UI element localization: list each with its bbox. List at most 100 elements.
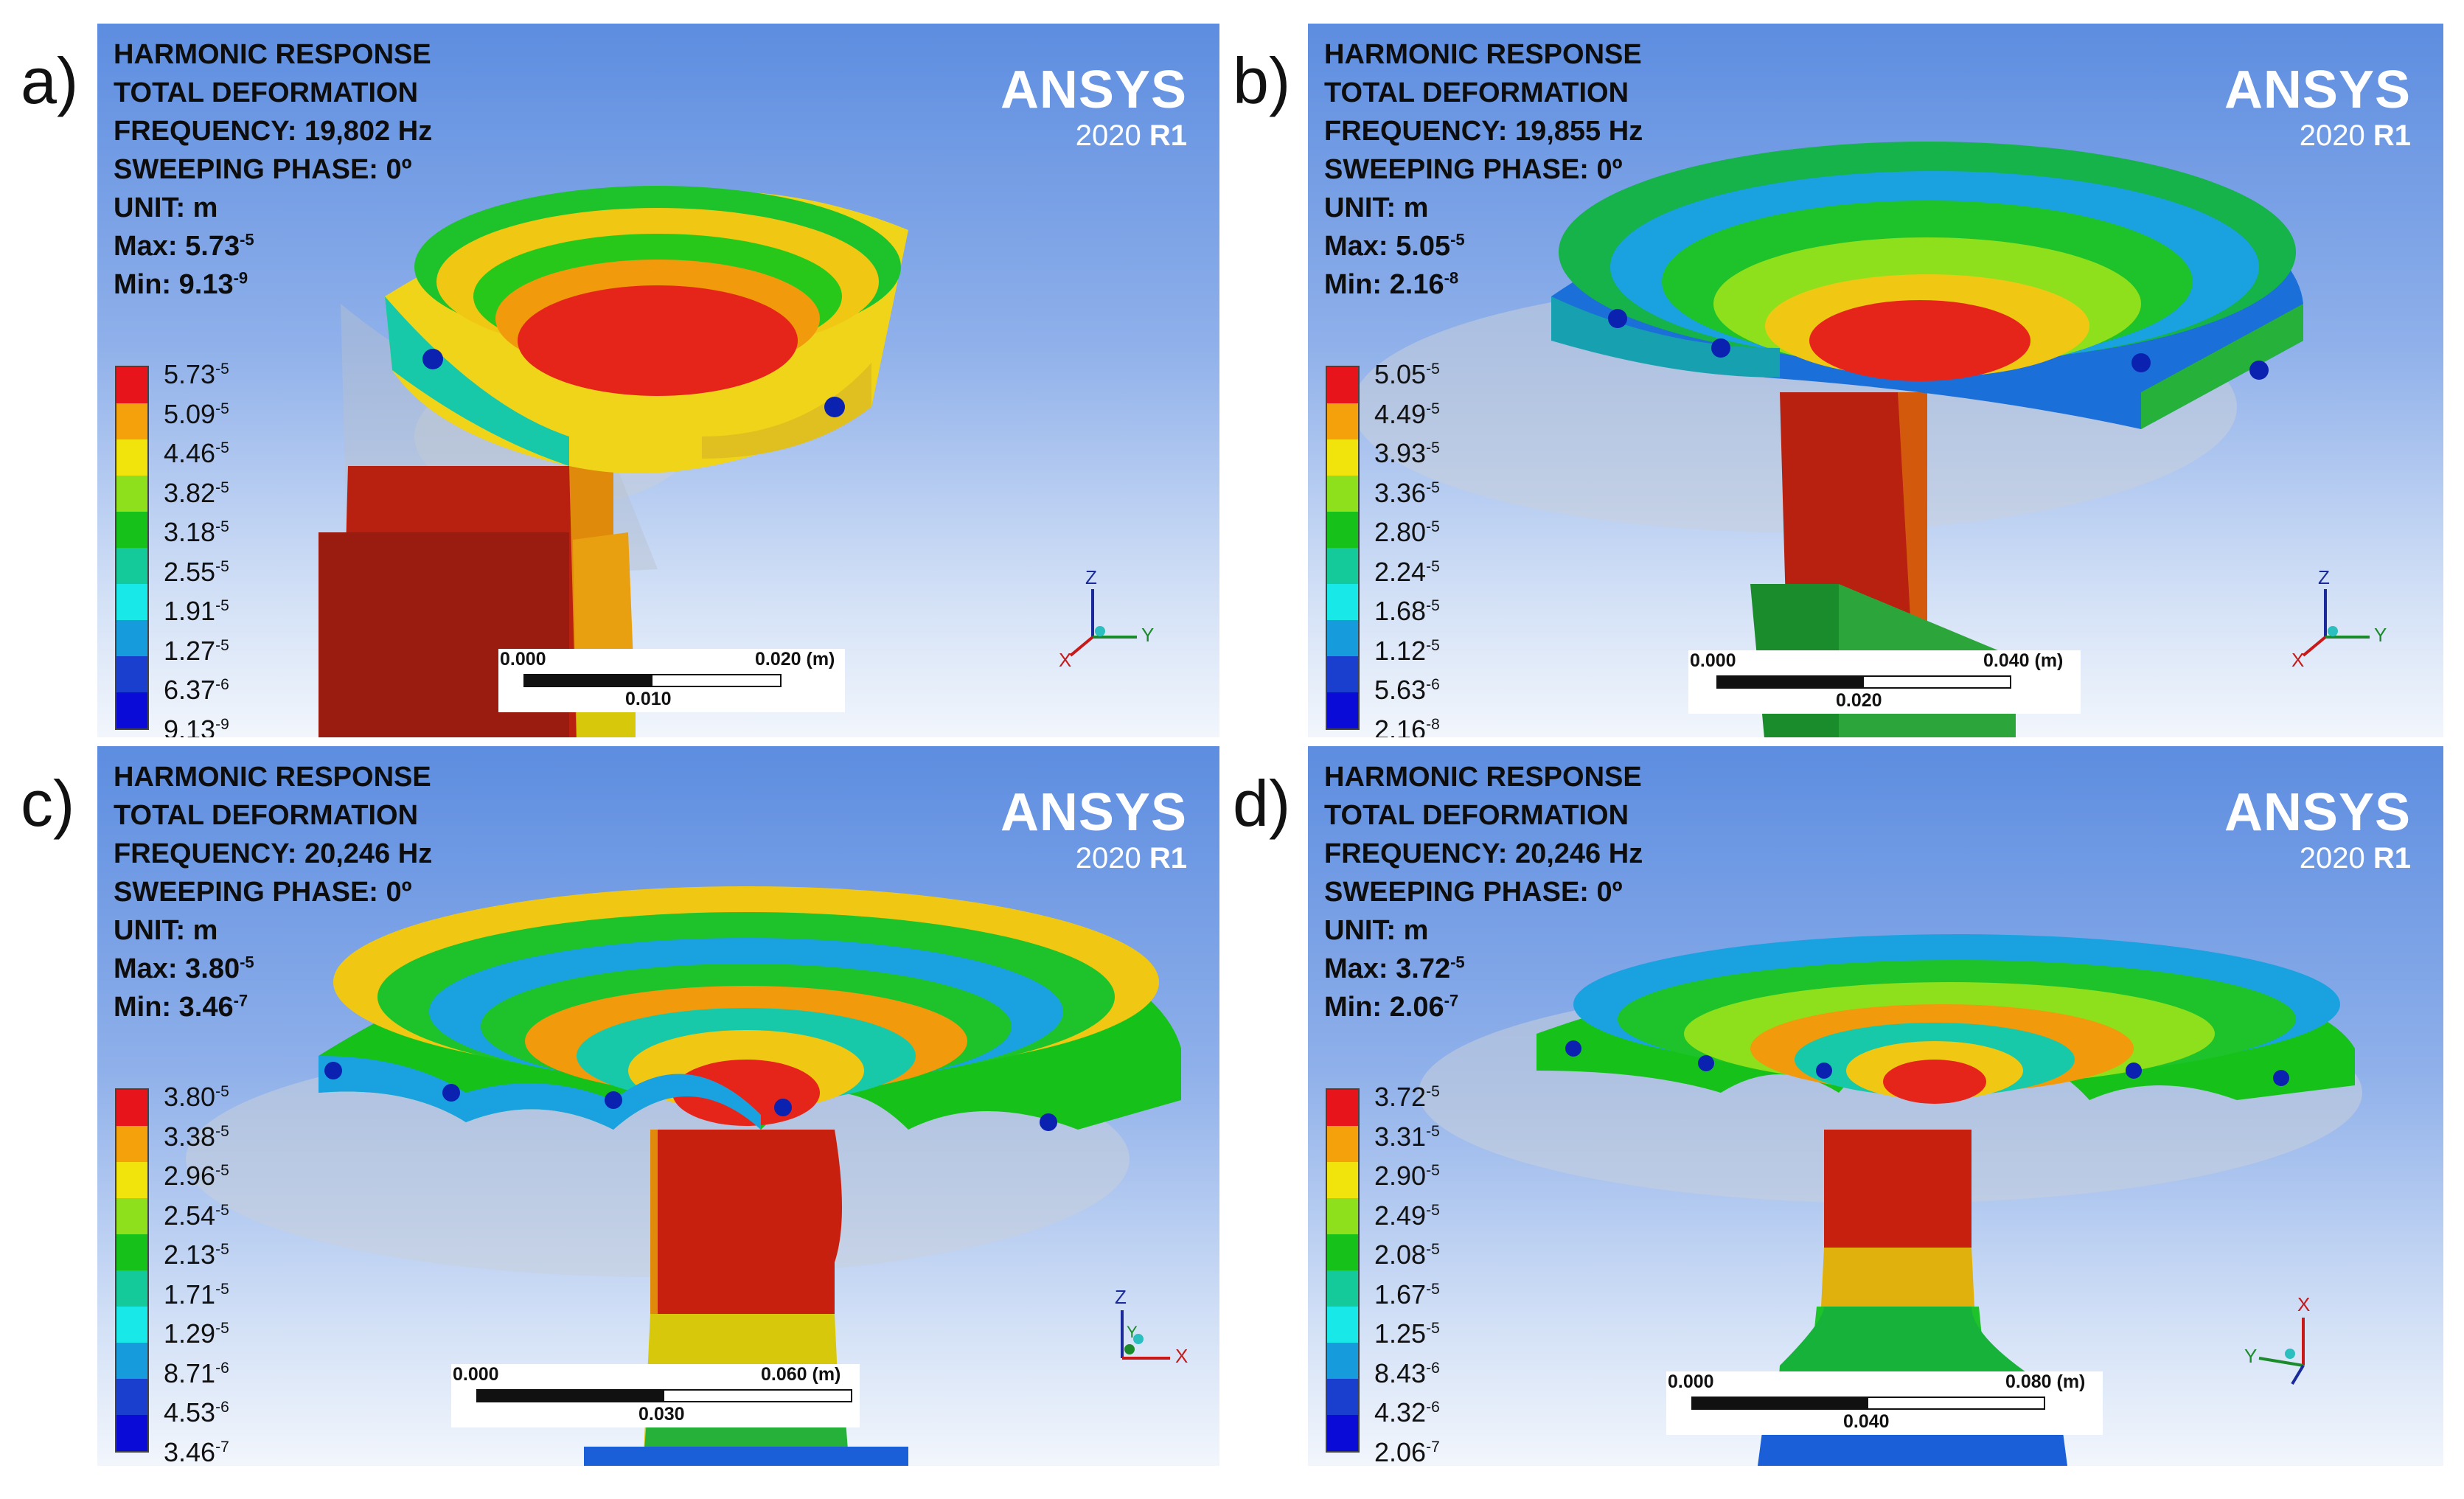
legend-value: 5.09-5 <box>164 398 229 429</box>
panel-label-b: b) <box>1233 44 1291 117</box>
legend-value: 8.71-6 <box>164 1357 229 1388</box>
legend-swatch <box>1327 1379 1358 1415</box>
model-render <box>186 886 1181 1466</box>
legend-value: 4.46-5 <box>164 438 229 468</box>
legend-swatch <box>116 1234 147 1270</box>
triad-right-label: X <box>1175 1345 1188 1367</box>
legend-swatch <box>1327 656 1358 692</box>
legend-value: 2.16-8 <box>1374 714 1440 737</box>
min-text: Min: 3.46-7 <box>114 991 248 1023</box>
info-block: HARMONIC RESPONSE TOTAL DEFORMATION FREQ… <box>114 758 432 1026</box>
min-text: Min: 2.06-7 <box>1324 991 1459 1023</box>
panel-label-a: a) <box>21 44 79 117</box>
panel-a: HARMONIC RESPONSE TOTAL DEFORMATION FREQ… <box>97 24 1219 737</box>
legend-value: 1.27-5 <box>164 635 229 666</box>
legend-swatch <box>116 584 147 620</box>
result-type: TOTAL DEFORMATION <box>1324 77 1629 108</box>
legend-swatch <box>116 1415 147 1451</box>
info-block: HARMONIC RESPONSE TOTAL DEFORMATION FREQ… <box>1324 758 1643 1026</box>
triad-down-label: Y <box>1127 1323 1138 1341</box>
legend-swatch <box>116 1090 147 1126</box>
legend-swatch <box>116 1270 147 1307</box>
min-text: Min: 2.16-8 <box>1324 268 1459 300</box>
info-block: HARMONIC RESPONSE TOTAL DEFORMATION FREQ… <box>114 35 432 304</box>
phase-text: SWEEPING PHASE: 0º <box>1324 154 1623 185</box>
panel-b: HARMONIC RESPONSE TOTAL DEFORMATION FREQ… <box>1308 24 2443 737</box>
triad-right-label: Y <box>1141 624 1154 646</box>
legend-swatch <box>1327 512 1358 548</box>
legend-swatch <box>1327 692 1358 728</box>
legend-value: 2.55-5 <box>164 556 229 587</box>
legend-value: 2.80-5 <box>1374 517 1440 547</box>
legend-color-bar <box>115 1088 149 1453</box>
legend-value: 4.32-6 <box>1374 1397 1440 1427</box>
legend-value: 8.43-6 <box>1374 1357 1440 1388</box>
legend-value: 4.53-6 <box>164 1397 229 1427</box>
analysis-type: HARMONIC RESPONSE <box>114 762 431 793</box>
legend-value: 9.13-9 <box>164 714 229 737</box>
legend-swatch <box>1327 1270 1358 1307</box>
axis-triad-icon: Z Y X <box>1059 566 1154 671</box>
legend-color-bar <box>1326 1088 1360 1453</box>
unit-text: UNIT: m <box>114 192 218 223</box>
legend-value: 2.08-5 <box>1374 1239 1440 1270</box>
legend-value: 3.46-7 <box>164 1436 229 1466</box>
axis-triad-icon: X Y <box>2244 1293 2310 1385</box>
legend-value: 5.73-5 <box>164 359 229 389</box>
legend-value: 3.18-5 <box>164 517 229 547</box>
unit-text: UNIT: m <box>1324 192 1429 223</box>
axis-triad-icon: Z Y X <box>2291 566 2387 671</box>
triad-up-label: Z <box>1085 566 1097 588</box>
panel-c: HARMONIC RESPONSE TOTAL DEFORMATION FREQ… <box>97 746 1219 1466</box>
legend-swatch <box>116 548 147 584</box>
legend-value: 1.67-5 <box>1374 1279 1440 1310</box>
frequency-text: FREQUENCY: 20,246 Hz <box>114 838 433 869</box>
triad-up-label: Z <box>1115 1286 1127 1308</box>
legend-swatch <box>1327 439 1358 476</box>
legend-swatch <box>116 620 147 656</box>
triad-down-label: X <box>2291 649 2304 671</box>
frequency-text: FREQUENCY: 20,246 Hz <box>1324 838 1643 869</box>
analysis-type: HARMONIC RESPONSE <box>1324 39 1642 70</box>
legend-value: 2.49-5 <box>1374 1200 1440 1231</box>
max-text: Max: 3.72-5 <box>1324 953 1465 984</box>
legend-swatch <box>116 512 147 548</box>
legend-swatch <box>116 1126 147 1162</box>
panel-label-c: c) <box>21 767 75 840</box>
legend-value: 2.06-7 <box>1374 1436 1440 1466</box>
legend-swatch <box>116 1343 147 1379</box>
legend-value: 1.68-5 <box>1374 596 1440 626</box>
ansys-logo: ANSYS 2020 R1 <box>2224 783 2411 874</box>
triad-down-label: X <box>1059 649 1071 671</box>
legend-value: 2.24-5 <box>1374 556 1440 587</box>
scale-bar: 0.000 0.080 (m) 0.040 <box>1666 1371 2103 1435</box>
legend-value: 4.49-5 <box>1374 398 1440 429</box>
legend-swatch <box>1327 367 1358 403</box>
axis-triad-icon: Z X Y <box>1115 1286 1188 1367</box>
legend-swatch <box>116 692 147 728</box>
phase-text: SWEEPING PHASE: 0º <box>1324 877 1623 908</box>
model-render <box>1352 142 2303 737</box>
ansys-logo: ANSYS 2020 R1 <box>1000 783 1187 874</box>
phase-text: SWEEPING PHASE: 0º <box>114 877 412 908</box>
legend-value: 3.31-5 <box>1374 1121 1440 1152</box>
legend-swatch <box>1327 1415 1358 1451</box>
scale-bar: 0.000 0.020 (m) 0.010 <box>498 649 845 712</box>
analysis-type: HARMONIC RESPONSE <box>1324 762 1642 793</box>
legend-swatch <box>1327 548 1358 584</box>
info-block: HARMONIC RESPONSE TOTAL DEFORMATION FREQ… <box>1324 35 1643 304</box>
phase-text: SWEEPING PHASE: 0º <box>114 154 412 185</box>
legend-value: 2.13-5 <box>164 1239 229 1270</box>
legend-value: 3.38-5 <box>164 1121 229 1152</box>
legend-value: 2.96-5 <box>164 1161 229 1191</box>
legend-swatch <box>1327 1343 1358 1379</box>
max-text: Max: 5.73-5 <box>114 230 254 262</box>
ansys-logo: ANSYS 2020 R1 <box>2224 60 2411 152</box>
legend-value: 1.29-5 <box>164 1318 229 1349</box>
legend-swatch <box>1327 476 1358 512</box>
legend-swatch <box>1327 584 1358 620</box>
legend-swatch <box>1327 1162 1358 1198</box>
legend-value: 1.71-5 <box>164 1279 229 1310</box>
scale-bar: 0.000 0.040 (m) 0.020 <box>1688 650 2081 714</box>
legend-swatch <box>1327 1307 1358 1343</box>
